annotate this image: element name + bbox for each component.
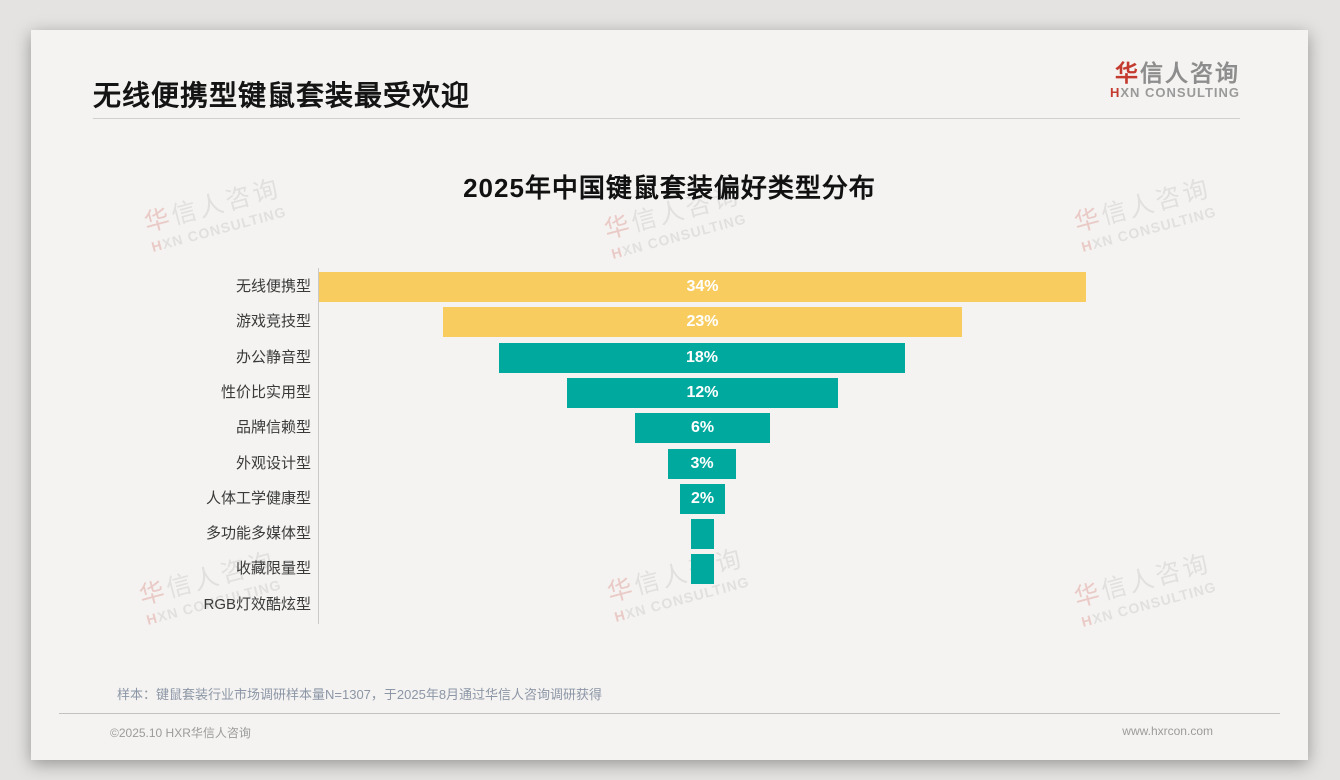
bar-value-label: 23% — [686, 313, 719, 330]
bar-value-label: 18% — [685, 349, 719, 366]
category-label: 无线便携型 — [235, 278, 311, 295]
category-label: 外观设计型 — [235, 455, 311, 472]
copyright-text: ©2025.10 HXR华信人咨询 — [110, 726, 251, 740]
category-label: 人体工学健康型 — [205, 490, 311, 507]
category-label: 办公静音型 — [235, 349, 311, 366]
website-text: www.hxrcon.com — [1122, 724, 1213, 738]
funnel-bar-6: 3% — [668, 449, 736, 479]
funnel-chart: 无线便携型 34% 游戏竞技型 23% 办公静音型 18% 性价比实用型 12% 品牌信赖型 6%… — [31, 268, 1308, 632]
funnel-bar-4: 12% — [567, 378, 838, 408]
sample-footnote: 样本：键鼠套装行业市场调研样本量N=1307，于2025年8月通过华信人咨询调研… — [117, 687, 603, 702]
funnel-bar-5: 6% — [635, 413, 770, 443]
report-card: 华信人咨询 HXN CONSULTING 华信人咨询 HXN CONSULTING 华信… — [31, 30, 1308, 760]
page-title: 无线便携型键鼠套装最受欢迎 — [93, 80, 471, 111]
axis-line — [318, 268, 319, 624]
bar-value-label: 3% — [690, 455, 714, 472]
bar-value-label: 6% — [690, 419, 715, 436]
company-logo: 华信人咨询 HXN CONSULTING — [1110, 60, 1240, 101]
funnel-bar-7: 2% — [680, 484, 725, 514]
category-label: 品牌信赖型 — [235, 419, 311, 436]
category-label: 收藏限量型 — [235, 560, 311, 577]
chart-title: 2025年中国键鼠套装偏好类型分布 — [463, 173, 876, 203]
funnel-bar-9 — [691, 554, 714, 584]
funnel-bar-8 — [691, 519, 714, 549]
funnel-bar-2: 23% — [443, 307, 962, 337]
funnel-bar-3: 18% — [499, 343, 905, 373]
category-label: 多功能多媒体型 — [205, 525, 311, 542]
header-divider — [93, 118, 1240, 119]
logo-cn-text: 华信人咨询 — [1115, 60, 1240, 86]
footer-divider — [59, 713, 1280, 714]
logo-en-text: HXN CONSULTING — [1109, 85, 1240, 101]
funnel-bar-1: 34% — [319, 272, 1086, 302]
bar-value-label: 34% — [686, 278, 719, 295]
bar-value-label: 12% — [686, 384, 719, 401]
bar-value-label: 2% — [690, 490, 715, 507]
category-label: RGB灯效酷炫型 — [203, 596, 311, 613]
category-label: 性价比实用型 — [220, 384, 311, 401]
category-label: 游戏竞技型 — [235, 313, 311, 330]
